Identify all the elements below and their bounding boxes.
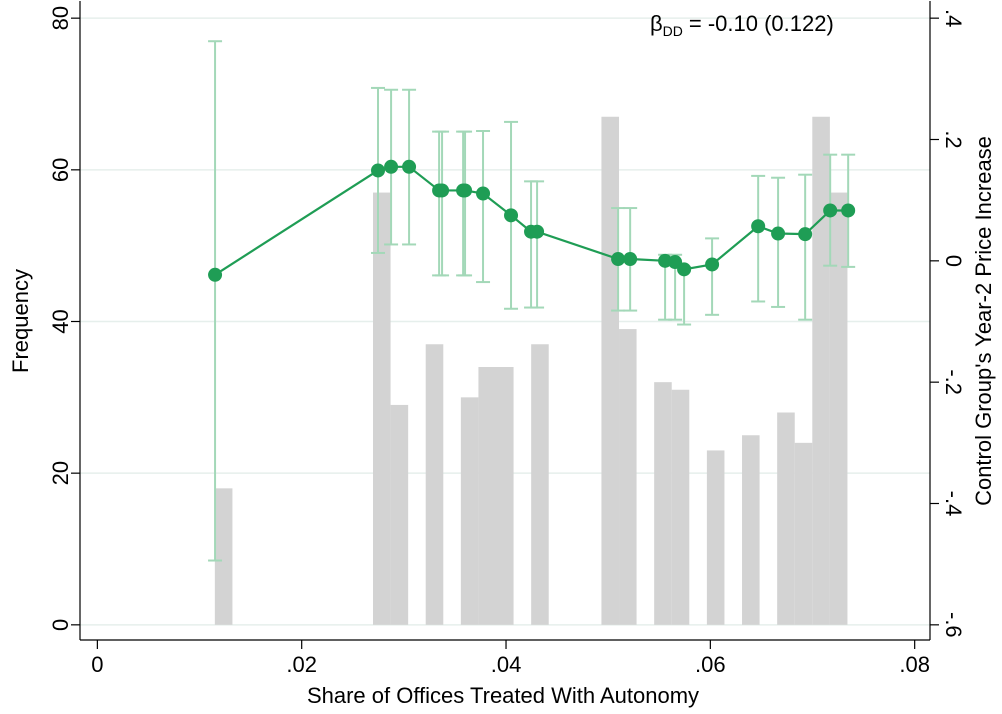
- y-tick-label: 40: [48, 309, 73, 333]
- point: [476, 186, 491, 201]
- error-bar: [476, 130, 491, 284]
- y2-tick-label: -.4: [941, 491, 966, 517]
- point: [823, 203, 838, 218]
- y2-tick-label: -.6: [941, 612, 966, 638]
- error-bar: [771, 176, 786, 308]
- histogram-bar: [794, 442, 813, 625]
- y2-tick-label: .4: [941, 9, 966, 27]
- point: [504, 208, 519, 223]
- x-axis-title: Share of Offices Treated With Autonomy: [307, 683, 699, 708]
- histogram-bar: [812, 116, 830, 625]
- y2-tick-label: .2: [941, 130, 966, 148]
- y2-tick-label: 0: [941, 255, 966, 267]
- annotation: βDD = -0.10 (0.122): [650, 11, 834, 39]
- histogram-bar: [425, 344, 444, 625]
- point: [384, 159, 399, 174]
- error-bar: [751, 174, 766, 303]
- histogram-bar: [742, 435, 760, 625]
- point: [208, 267, 223, 282]
- x-tick-label: .08: [899, 652, 930, 677]
- y-tick-label: 60: [48, 158, 73, 182]
- point: [798, 227, 813, 242]
- histogram-bar: [390, 404, 409, 625]
- point: [771, 226, 786, 241]
- error-bar: [432, 130, 447, 277]
- histogram-bar: [478, 367, 497, 625]
- error-bar: [456, 130, 471, 277]
- y2-tick-label: -.2: [941, 369, 966, 395]
- x-tick-label: .04: [491, 652, 522, 677]
- annotation-subscript: DD: [663, 23, 683, 39]
- point: [530, 224, 545, 239]
- error-bar: [798, 173, 813, 321]
- point: [611, 252, 626, 267]
- histogram-bar: [460, 397, 479, 625]
- point: [458, 183, 473, 198]
- histogram-bar: [214, 488, 233, 625]
- annotation-text: = -0.10 (0.122): [689, 11, 834, 36]
- point: [841, 203, 856, 218]
- x-tick-label: .06: [695, 652, 726, 677]
- histogram-bar: [496, 367, 514, 625]
- point: [371, 163, 386, 178]
- histogram-bar: [373, 192, 391, 625]
- histogram-bar: [619, 329, 637, 625]
- error-bar: [524, 180, 539, 309]
- error-bar: [435, 130, 450, 277]
- point: [623, 252, 638, 267]
- error-bar: [530, 180, 545, 309]
- point: [677, 262, 692, 277]
- histogram-bar: [706, 450, 725, 625]
- error-bar: [208, 40, 223, 562]
- y-tick-label: 20: [48, 461, 73, 485]
- histogram-bar: [654, 382, 672, 625]
- histogram-bar: [777, 412, 795, 625]
- x-tick-label: 0: [91, 652, 103, 677]
- x-tick-label: .02: [286, 652, 317, 677]
- histogram-bar: [829, 192, 848, 625]
- histogram-bar: [671, 389, 690, 625]
- histogram-bar: [601, 116, 620, 625]
- error-bar: [705, 237, 720, 316]
- point: [751, 219, 766, 234]
- y2-axis-title: Control Group's Year-2 Price Increase: [971, 136, 996, 506]
- y-tick-label: 0: [48, 619, 73, 631]
- point: [435, 183, 450, 198]
- point: [705, 257, 720, 272]
- y-tick-label: 80: [48, 6, 73, 30]
- point: [402, 159, 417, 174]
- error-bar: [458, 130, 473, 277]
- histogram-bar: [531, 344, 549, 625]
- annotation-symbol: β: [650, 11, 663, 36]
- y-axis-title: Frequency: [8, 269, 33, 373]
